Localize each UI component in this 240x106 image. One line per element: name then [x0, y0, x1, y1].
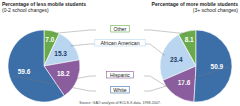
pie-title: Percentage of less mobile students(0-2 s… [2, 1, 86, 13]
leader-line [75, 76, 96, 79]
leader-line [70, 44, 96, 46]
data-label: 23.4 [170, 56, 183, 63]
title-line: (0-2 school changes) [2, 7, 49, 13]
data-label: 50.9 [211, 63, 224, 70]
category-box [95, 40, 145, 47]
data-label: 7.0 [45, 36, 54, 43]
pie-slice [8, 30, 64, 102]
category-label: African American [100, 40, 139, 46]
category-box [111, 87, 130, 94]
category-label: Hispanic [110, 72, 130, 78]
leader-line [12, 76, 96, 91]
title-line: (3+ school changes) [193, 7, 239, 13]
pie-title: Percentage of more mobile students(3+ sc… [152, 1, 239, 13]
data-label: 59.6 [18, 68, 31, 75]
data-label: 8.1 [185, 36, 194, 43]
chart: Percentage of less mobile students(0-2 s… [0, 0, 240, 106]
leader-line [144, 44, 165, 55]
data-label: 15.3 [54, 50, 67, 57]
category-box [111, 26, 130, 33]
leader-line [144, 67, 229, 91]
leader-line [144, 30, 188, 34]
category-label: White [113, 87, 126, 93]
pie-slice [194, 30, 232, 102]
leader-line [51, 30, 96, 34]
source-note: Source: GAO analysis of ECLS-K data, 199… [79, 101, 161, 105]
leader-line [144, 76, 177, 93]
pie-slice [163, 66, 196, 102]
category-box [106, 72, 133, 79]
data-label: 18.2 [57, 70, 70, 77]
category-label: Other [114, 26, 127, 32]
